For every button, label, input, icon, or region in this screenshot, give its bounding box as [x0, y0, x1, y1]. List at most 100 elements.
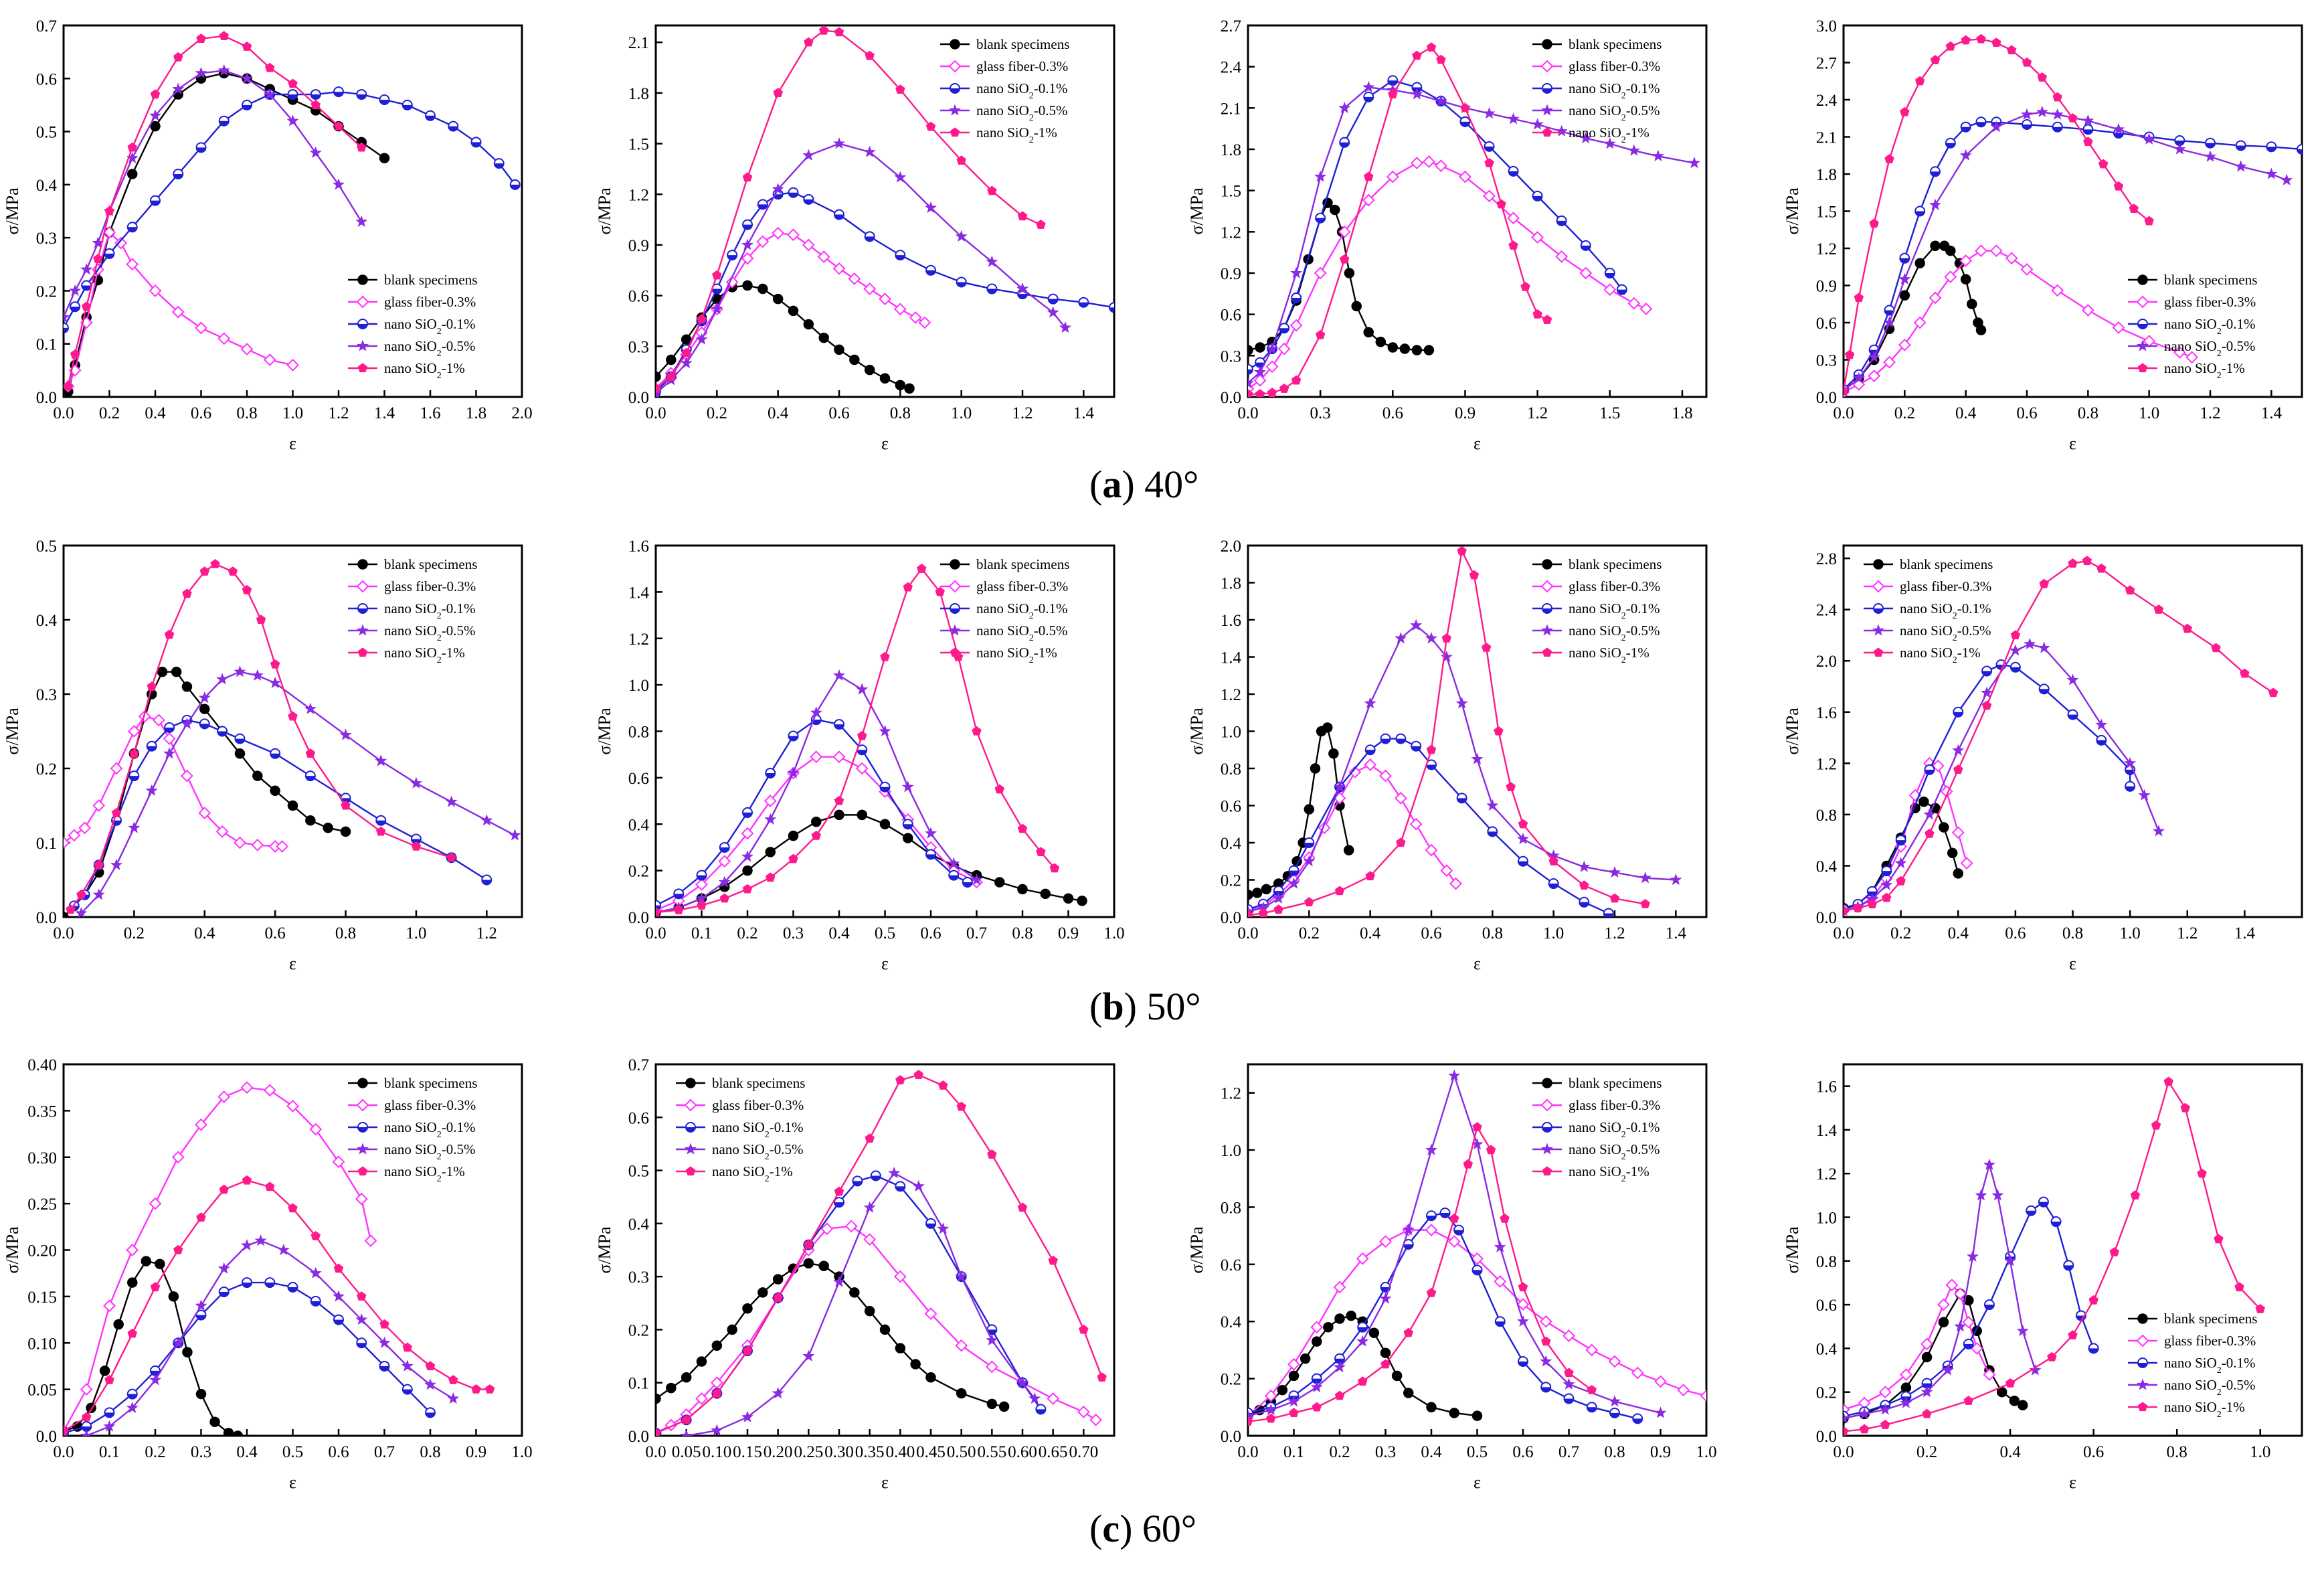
data-point	[742, 1303, 753, 1314]
data-point	[986, 1398, 998, 1410]
data-point	[1279, 384, 1289, 393]
legend-label: nano SiO2-0.5%	[1569, 102, 1660, 123]
data-point	[1920, 1337, 1933, 1351]
y-tick-label: 2.1	[1221, 100, 1241, 118]
data-point	[1255, 389, 1265, 397]
data-point	[1356, 1335, 1369, 1347]
data-point	[287, 89, 298, 100]
data-point	[234, 665, 246, 677]
data-point	[2137, 363, 2148, 373]
data-point	[126, 258, 139, 271]
data-point	[666, 371, 677, 381]
data-point	[1586, 1402, 1597, 1413]
data-point	[1961, 35, 1971, 45]
data-point	[718, 876, 731, 888]
data-point	[265, 62, 275, 72]
y-tick-label: 0.0	[1816, 909, 1837, 927]
data-point	[1362, 81, 1375, 93]
data-point	[1563, 1393, 1575, 1404]
series-group	[1248, 42, 1701, 397]
data-point	[1844, 905, 1849, 915]
data-point	[1944, 270, 1957, 283]
data-point	[195, 321, 207, 335]
data-point	[1884, 154, 1894, 163]
x-axis-title: ε	[1473, 1473, 1481, 1492]
x-tick-label: 0.6	[1382, 404, 1403, 422]
data-point	[741, 827, 754, 840]
data-point	[341, 800, 351, 810]
x-tick-label: 0.40	[885, 1443, 915, 1461]
data-point	[1930, 166, 1941, 177]
y-tick-label: 1.8	[628, 85, 649, 103]
x-tick-label: 1.8	[1672, 404, 1692, 422]
data-point	[1945, 41, 1956, 51]
data-point	[893, 303, 907, 316]
y-tick-label: 0.3	[36, 686, 57, 704]
data-point	[834, 209, 844, 220]
legend: blank specimens glass fiber-0.3% nano SiO2…	[348, 272, 477, 381]
data-point	[251, 669, 264, 681]
data-point	[950, 603, 960, 614]
data-point	[2204, 150, 2217, 162]
data-point	[181, 681, 193, 692]
y-tick-label: 0.0	[1816, 389, 1837, 407]
x-tick-label: 0.6	[328, 1443, 349, 1461]
legend-label: nano SiO2-1%	[1900, 645, 1981, 665]
data-point	[425, 110, 436, 121]
x-tick-label: 0.8	[1482, 924, 1503, 942]
data-point	[340, 826, 351, 837]
data-point	[2095, 718, 2108, 730]
data-point	[1516, 1315, 1530, 1327]
series-line	[1844, 1200, 2094, 1417]
data-point	[955, 230, 968, 242]
plot-frame	[654, 1063, 1115, 1437]
data-point	[950, 127, 960, 137]
data-point	[1975, 116, 1987, 128]
data-point	[1436, 54, 1446, 64]
x-tick-label: 1.4	[2261, 404, 2283, 422]
data-point	[844, 1220, 858, 1233]
data-point	[2137, 1402, 2148, 1412]
data-point	[719, 841, 730, 853]
x-tick-label: 0.5	[282, 1443, 303, 1461]
data-point	[270, 748, 281, 759]
data-point	[1898, 272, 1911, 284]
data-point	[924, 827, 937, 839]
data-point	[1494, 726, 1504, 736]
data-point	[863, 282, 877, 295]
y-axis-title: σ/MPa	[1783, 708, 1802, 755]
data-point	[2234, 1282, 2244, 1292]
data-point	[1540, 104, 1554, 116]
data-point	[218, 1286, 230, 1297]
x-tick-label: 1.0	[2139, 404, 2159, 422]
y-tick-label: 0.10	[27, 1335, 57, 1353]
data-point	[80, 1429, 93, 1436]
data-point	[1556, 215, 1567, 226]
data-point	[332, 1290, 345, 1302]
data-point	[1518, 1356, 1528, 1367]
data-point	[879, 819, 891, 829]
x-axis-title: ε	[881, 954, 889, 973]
x-tick-label: 0.65	[1039, 1443, 1068, 1461]
data-point	[2137, 274, 2148, 285]
data-point	[2130, 1190, 2141, 1200]
data-point	[216, 673, 229, 685]
data-point	[181, 769, 193, 782]
legend-label: nano SiO2-1%	[384, 645, 465, 665]
data-point	[104, 248, 115, 259]
data-point	[1314, 266, 1327, 280]
data-point	[832, 669, 846, 681]
y-tick-label: 0.4	[628, 816, 650, 834]
data-point	[1387, 75, 1399, 86]
data-point	[1640, 898, 1650, 908]
data-point	[379, 153, 390, 163]
data-point	[832, 750, 846, 764]
data-point	[2214, 1234, 2224, 1244]
data-point	[1365, 871, 1375, 881]
data-point	[742, 219, 753, 230]
data-point	[1287, 877, 1300, 889]
x-axis-title: ε	[881, 434, 889, 453]
series-group	[1844, 556, 2278, 917]
data-point	[2082, 556, 2092, 566]
